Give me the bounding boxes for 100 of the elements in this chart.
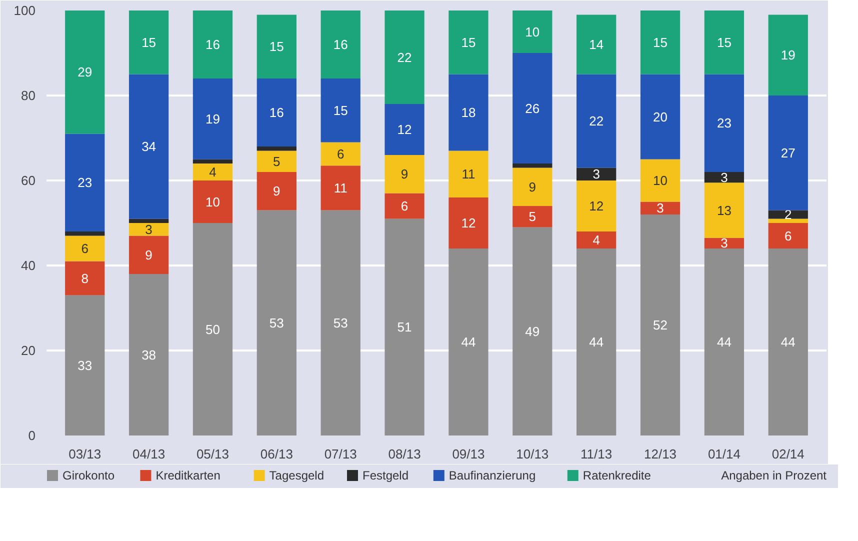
bar <box>128 274 169 436</box>
data-label: 23 <box>78 175 92 190</box>
bar <box>65 295 105 436</box>
bar <box>384 218 424 436</box>
bar <box>256 172 296 210</box>
y-tick-label: 40 <box>21 258 36 273</box>
y-tick-label: 60 <box>21 173 36 188</box>
bar <box>256 150 296 172</box>
data-label: 15 <box>461 34 476 50</box>
data-label: 22 <box>397 50 412 65</box>
bar <box>65 232 105 236</box>
x-tick-label: 06/13 <box>260 446 293 462</box>
bar <box>768 218 808 223</box>
data-label: 20 <box>653 109 668 124</box>
bar <box>128 74 169 219</box>
data-label: 8 <box>81 270 88 286</box>
bar <box>320 78 360 142</box>
bar <box>640 74 680 160</box>
bar <box>512 53 552 164</box>
bar <box>704 172 744 183</box>
bar <box>384 10 424 104</box>
data-label: 10 <box>653 173 668 188</box>
bar <box>65 261 105 296</box>
bar <box>576 14 616 74</box>
bar <box>128 223 169 236</box>
data-label: 4 <box>592 232 600 248</box>
legend-label: Girokonto <box>62 468 115 482</box>
bar <box>512 168 552 206</box>
data-label: 9 <box>273 184 280 199</box>
bar <box>768 223 808 248</box>
bar <box>128 236 169 274</box>
y-tick-label: 80 <box>21 88 36 103</box>
bar <box>768 248 808 436</box>
bar <box>65 236 105 262</box>
data-label: 53 <box>269 315 284 330</box>
data-label: 49 <box>525 324 540 339</box>
x-tick-label: 12/13 <box>644 446 677 462</box>
data-label: 4 <box>209 164 216 180</box>
bar <box>192 223 233 436</box>
data-label: 23 <box>716 116 732 131</box>
x-tick-label: 10/13 <box>516 446 549 462</box>
bar <box>384 155 424 194</box>
data-label: 38 <box>142 347 156 362</box>
data-label: 16 <box>269 105 284 120</box>
bar <box>704 74 744 172</box>
x-tick-label: 08/13 <box>388 446 421 462</box>
bar <box>256 14 296 78</box>
bar <box>704 248 744 436</box>
data-label: 5 <box>528 209 536 224</box>
x-tick-label: 05/13 <box>196 446 230 462</box>
data-label: 15 <box>653 34 668 50</box>
bar <box>192 10 233 78</box>
data-label: 44 <box>780 334 796 350</box>
legend-label: Tagesgeld <box>269 468 324 482</box>
bar <box>320 166 360 210</box>
bar <box>768 96 808 210</box>
data-label: 6 <box>81 241 88 256</box>
data-label: 3 <box>720 170 728 185</box>
data-label: 16 <box>333 37 348 52</box>
data-label: 19 <box>780 48 796 63</box>
bar <box>640 202 680 214</box>
data-label: 2 <box>784 207 792 222</box>
bar <box>320 142 360 166</box>
data-label: 18 <box>461 105 476 120</box>
data-label: 29 <box>78 64 92 80</box>
bar <box>576 180 616 232</box>
data-label: 3 <box>145 222 152 237</box>
bar <box>384 193 424 219</box>
data-label: 6 <box>784 228 792 244</box>
bar <box>704 182 744 238</box>
bar <box>65 10 105 134</box>
x-tick-label: 07/13 <box>324 446 357 462</box>
bar <box>320 210 360 436</box>
legend-label: Ratenkredite <box>582 468 652 482</box>
bar <box>640 159 680 202</box>
data-label: 10 <box>206 194 220 210</box>
bar <box>512 164 552 168</box>
data-label: 51 <box>397 320 412 335</box>
data-label: 33 <box>78 358 92 373</box>
bar <box>576 232 616 248</box>
data-label: 15 <box>269 39 284 54</box>
data-label: 9 <box>400 166 408 182</box>
data-label: 50 <box>206 322 220 337</box>
data-label: 5 <box>273 154 280 169</box>
data-label: 15 <box>333 102 348 118</box>
legend-label: Kreditkarten <box>156 468 220 482</box>
bar <box>448 10 488 74</box>
data-label: 12 <box>589 198 604 214</box>
x-tick-label: 02/14 <box>772 446 804 462</box>
data-label: 26 <box>525 100 540 116</box>
data-label: 52 <box>653 318 668 332</box>
data-label: 53 <box>333 315 348 330</box>
data-label: 44 <box>461 334 476 350</box>
x-tick-label: 01/14 <box>708 446 740 462</box>
data-label: 44 <box>716 334 732 350</box>
bar <box>512 10 552 53</box>
data-label: 44 <box>589 334 604 350</box>
y-tick-label: 20 <box>21 343 36 358</box>
text: Angaben in Prozent <box>721 468 828 482</box>
data-label: 19 <box>206 111 220 126</box>
